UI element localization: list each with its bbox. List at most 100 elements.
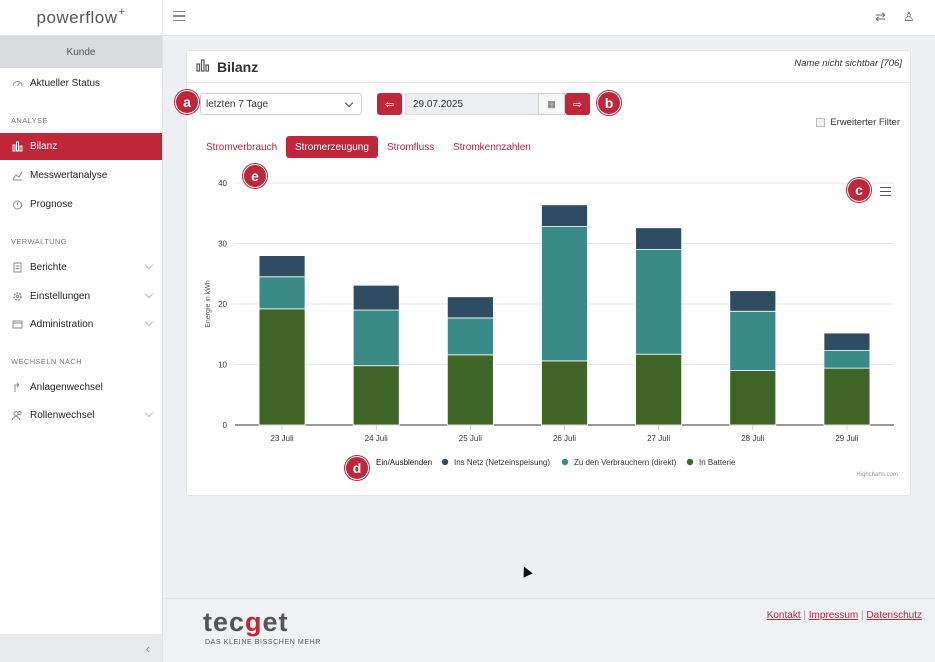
sidebar-item-anlagenwechsel[interactable]: Anlagenwechsel (0, 374, 162, 401)
section-analyse: ANALYSE (11, 116, 48, 125)
users-icon (12, 410, 23, 421)
bar-chart-icon (12, 141, 23, 152)
callout-b: b (597, 91, 621, 115)
sidebar-item-label: Messwertanalyse (30, 170, 108, 181)
separator: | (803, 610, 806, 621)
bar-segment (823, 367, 871, 426)
chart-menu-icon[interactable] (880, 187, 891, 196)
chevron-down-icon (144, 408, 154, 418)
bar-segment (729, 310, 777, 371)
company-logo[interactable]: tecget (203, 607, 289, 638)
bar-segment (635, 249, 683, 355)
legend-marker (441, 458, 449, 466)
x-tick-label: 27 Juli (647, 434, 670, 443)
bar-segment (541, 204, 588, 227)
sidebar-item-label: Rollenwechsel (30, 410, 95, 421)
logo-plus: + (118, 5, 126, 18)
extended-filter[interactable]: Erweiterter Filter (816, 117, 900, 128)
sidebar-item-berichte[interactable]: Berichte (0, 254, 162, 281)
app-logo[interactable]: powerflow + (0, 0, 162, 36)
footer: tecget DAS KLEINE BISSCHEN MEHR Kontakt … (163, 598, 935, 662)
section-verwaltung: VERWALTUNG (11, 237, 67, 246)
previous-date-button[interactable]: ⇦ (377, 93, 402, 115)
bar-segment (258, 308, 306, 426)
callout-e: e (243, 164, 267, 188)
chart-credit[interactable]: Highcharts.com (856, 472, 898, 478)
calendar-button[interactable]: ▦ (538, 93, 565, 115)
arrow-left-icon: ⇦ (384, 98, 395, 111)
bar-segment (823, 332, 871, 351)
page-title: Bilanz (217, 58, 259, 75)
sidebar-item-aktueller-status[interactable]: Aktueller Status (0, 70, 162, 97)
date-field[interactable]: 29.07.2025 (405, 93, 539, 115)
sidebar: powerflow + Kunde Aktueller Status ANALYS… (0, 0, 163, 662)
chevron-down-icon (144, 289, 154, 299)
logo-text: powerflow (36, 7, 118, 27)
bilanz-card: Bilanz Name nicht sichtbar [706] letzten… (186, 50, 911, 496)
swap-icon[interactable]: ⇄ (875, 9, 886, 24)
x-tick-label: 25 Juli (459, 434, 482, 443)
datenschutz-link[interactable]: Datenschutz (866, 610, 922, 621)
user-icon[interactable]: ♙ (903, 9, 915, 24)
gauge-icon (12, 78, 23, 89)
bar-segment (446, 317, 494, 356)
window-icon (12, 319, 23, 330)
sidebar-item-administration[interactable]: Administration (0, 311, 162, 338)
sidebar-item-bilanz[interactable]: Bilanz (0, 133, 162, 160)
brand-part: et (262, 607, 289, 637)
arrow-right-icon: ⇨ (572, 98, 583, 111)
sidebar-item-label: Anlagenwechsel (30, 382, 103, 393)
bar-segment (729, 370, 777, 426)
callout-a: a (175, 90, 199, 114)
section-wechseln-nach: WECHSELN NACH (11, 357, 83, 366)
sidebar-item-einstellungen[interactable]: Einstellungen (0, 283, 162, 310)
tab-stromkennzahlen[interactable]: Stromkennzahlen (453, 141, 531, 153)
role-label: Kunde (0, 36, 162, 68)
kontakt-link[interactable]: Kontakt (766, 610, 801, 621)
callout-c: c (847, 178, 871, 202)
callout-d: d (345, 456, 369, 480)
y-tick-label: 30 (218, 240, 227, 249)
brand-part: tec (203, 607, 246, 637)
legend-marker (561, 458, 569, 466)
card-header: Bilanz Name nicht sichtbar [706] (187, 51, 910, 83)
chevron-down-icon (344, 98, 354, 108)
period-select[interactable]: letzten 7 Tage (200, 93, 362, 115)
timer-icon (12, 199, 23, 210)
tab-stromverbrauch[interactable]: Stromverbrauch (206, 141, 278, 153)
top-bar: ⇄ ♙ (163, 0, 935, 36)
impressum-link[interactable]: Impressum (808, 610, 859, 621)
y-tick-label: 40 (218, 179, 227, 188)
next-date-button[interactable]: ⇨ (565, 93, 590, 115)
x-tick-label: 24 Juli (365, 434, 388, 443)
document-icon (12, 262, 23, 273)
sidebar-item-messwertanalyse[interactable]: Messwertanalyse (0, 162, 162, 189)
company-tagline: DAS KLEINE BISSCHEN MEHR (205, 639, 321, 646)
period-select-value: letzten 7 Tage (206, 98, 269, 110)
chevron-down-icon (144, 317, 154, 327)
collapse-sidebar-button[interactable]: ‹ (0, 634, 162, 662)
sidebar-item-rollenwechsel[interactable]: Rollenwechsel (0, 402, 162, 429)
x-tick-label: 29 Juli (835, 434, 858, 443)
bar-segment (352, 365, 400, 426)
sidebar-item-label: Prognose (30, 199, 73, 210)
sidebar-item-label: Bilanz (30, 141, 58, 152)
bar-segment (823, 350, 871, 369)
bar-segment (258, 276, 306, 310)
separator: | (861, 610, 864, 621)
bar-chart-icon (196, 58, 210, 75)
extended-filter-label: Erweiterter Filter (830, 117, 900, 128)
tab-stromerzeugung[interactable]: Stromerzeugung (286, 136, 378, 158)
tab-stromfluss[interactable]: Stromfluss (387, 141, 435, 153)
y-tick-label: 0 (223, 421, 228, 430)
calendar-icon: ▦ (547, 98, 556, 109)
menu-toggle-icon[interactable] (173, 11, 185, 21)
sidebar-item-prognose[interactable]: Prognose (0, 191, 162, 218)
extended-filter-checkbox[interactable] (816, 118, 826, 127)
y-axis-label: Energie in kWh (205, 280, 212, 328)
bar-segment (635, 353, 683, 426)
sidebar-item-label: Berichte (30, 262, 67, 273)
x-tick-label: 23 Juli (271, 434, 294, 443)
legend-title: Ein/Ausblenden (376, 458, 432, 467)
stacked-bar-chart: 0 10 20 30 40 Energie in kWh 23 Juli 24 Juli 25 … (205, 179, 894, 467)
